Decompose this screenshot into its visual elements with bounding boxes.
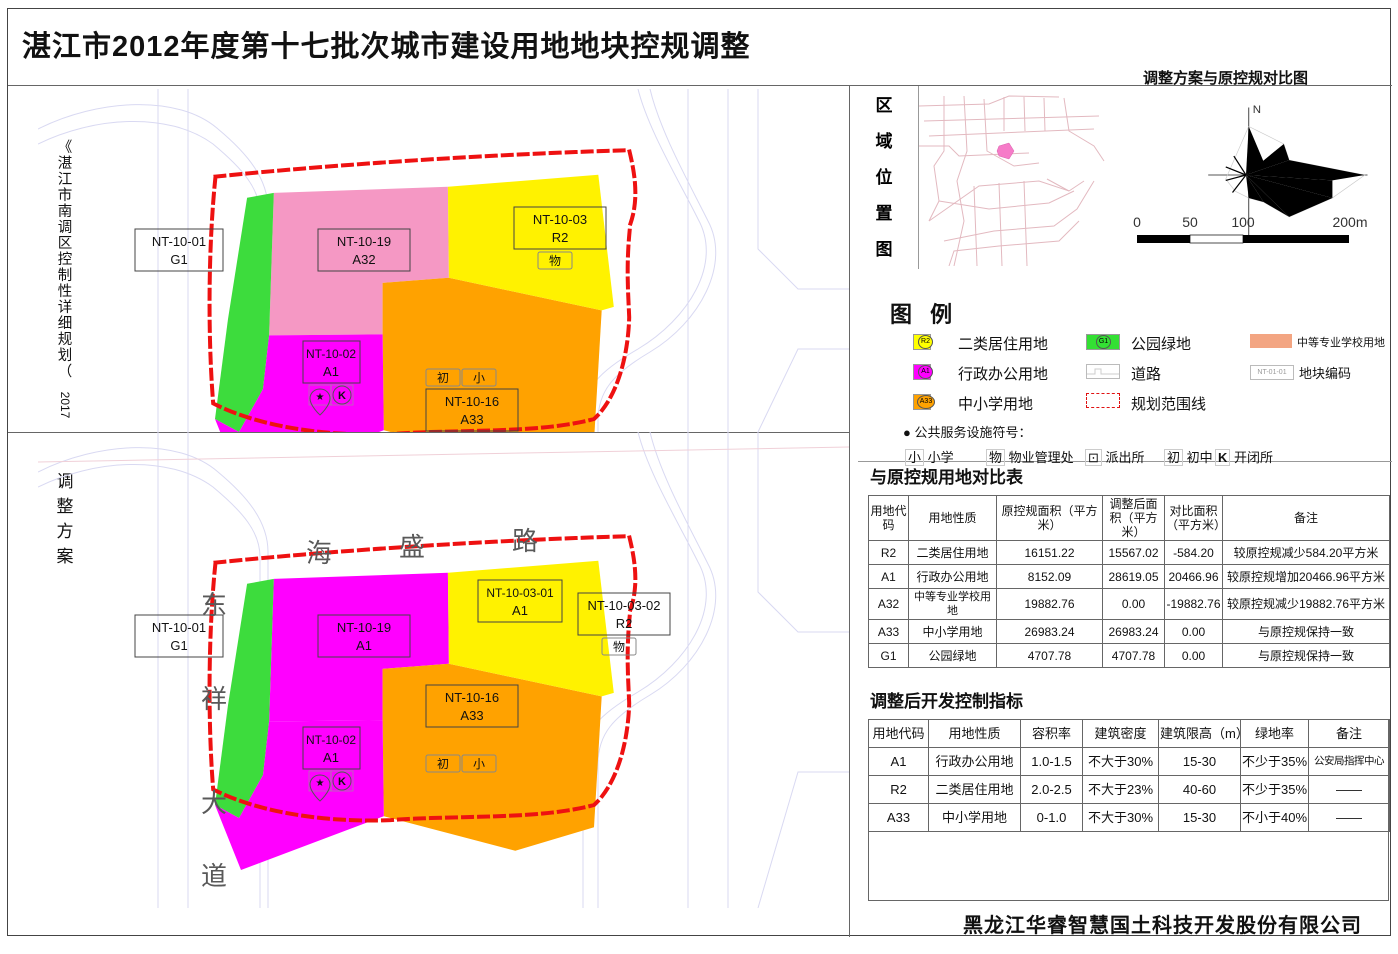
svg-text:小: 小 xyxy=(473,757,485,771)
svg-text:小: 小 xyxy=(473,371,485,385)
svg-text:NT-10-16: NT-10-16 xyxy=(445,394,499,409)
svg-text:A1: A1 xyxy=(323,364,339,379)
svg-text:初: 初 xyxy=(437,757,449,771)
svg-text:NT-10-01: NT-10-01 xyxy=(152,620,206,635)
svg-text:NT-10-19: NT-10-19 xyxy=(337,234,391,249)
svg-text:★: ★ xyxy=(316,778,325,789)
svg-text:K: K xyxy=(338,776,346,788)
svg-text:R2: R2 xyxy=(616,616,633,631)
svg-text:A33: A33 xyxy=(460,412,483,427)
svg-text:盛: 盛 xyxy=(399,532,425,562)
svg-text:物: 物 xyxy=(549,254,561,268)
svg-text:NT-10-19: NT-10-19 xyxy=(337,620,391,635)
svg-text:50: 50 xyxy=(1182,214,1198,230)
svg-text:R2: R2 xyxy=(552,230,569,245)
svg-text:100: 100 xyxy=(1231,214,1255,230)
svg-text:K: K xyxy=(338,390,346,402)
svg-text:NT-10-16: NT-10-16 xyxy=(445,690,499,705)
svg-text:0: 0 xyxy=(1133,214,1141,230)
svg-text:G1: G1 xyxy=(170,638,187,653)
svg-text:NT-10-01: NT-10-01 xyxy=(152,234,206,249)
svg-text:NT-10-03-01: NT-10-03-01 xyxy=(486,586,554,600)
svg-text:初: 初 xyxy=(437,371,449,385)
svg-text:N: N xyxy=(1253,104,1261,116)
svg-text:A33: A33 xyxy=(460,708,483,723)
svg-text:物: 物 xyxy=(613,640,625,654)
svg-text:海: 海 xyxy=(306,538,332,568)
svg-text:A1: A1 xyxy=(323,750,339,765)
svg-text:NT-10-02: NT-10-02 xyxy=(306,347,356,361)
svg-text:G1: G1 xyxy=(170,252,187,267)
svg-text:大: 大 xyxy=(201,788,227,818)
svg-text:路: 路 xyxy=(512,526,538,556)
svg-text:A1: A1 xyxy=(512,603,528,618)
svg-text:NT-10-02: NT-10-02 xyxy=(306,733,356,747)
svg-text:道: 道 xyxy=(201,861,227,891)
svg-text:A32: A32 xyxy=(352,252,375,267)
svg-text:NT-10-03: NT-10-03 xyxy=(533,212,587,227)
svg-text:200m: 200m xyxy=(1332,214,1367,230)
svg-text:NT-10-03-02: NT-10-03-02 xyxy=(588,598,661,613)
svg-text:A1: A1 xyxy=(356,638,372,653)
svg-text:★: ★ xyxy=(316,392,325,403)
svg-text:东: 东 xyxy=(201,590,227,620)
svg-text:祥: 祥 xyxy=(201,684,227,714)
